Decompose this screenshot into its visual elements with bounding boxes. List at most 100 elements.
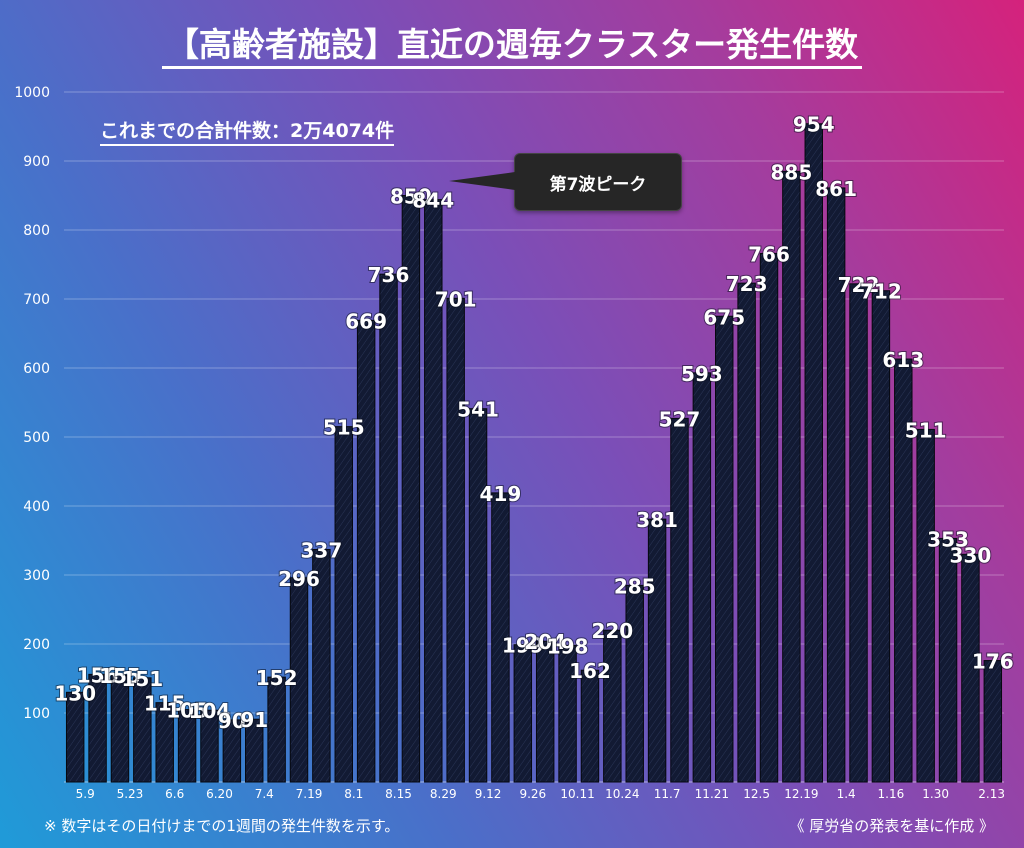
x-tick-label: 7.4	[255, 787, 274, 801]
bar	[603, 629, 622, 783]
bar	[133, 677, 152, 783]
data-label: 613	[882, 348, 924, 372]
y-tick-label: 500	[23, 430, 50, 446]
bar	[558, 644, 577, 783]
data-label: 90	[218, 709, 246, 733]
data-label: 844	[412, 189, 454, 213]
bar	[424, 199, 443, 783]
bars	[65, 123, 1003, 783]
bar	[513, 644, 533, 783]
bar	[200, 709, 219, 783]
data-label: 296	[278, 567, 320, 591]
x-tick-label: 9.12	[475, 787, 502, 801]
x-tick-label: 2.13	[978, 787, 1005, 801]
bar	[983, 660, 1003, 783]
y-tick-label: 900	[23, 154, 50, 170]
data-label: 885	[771, 160, 813, 184]
y-tick-label: 300	[23, 568, 50, 584]
data-label: 115	[144, 692, 186, 716]
data-label: 722	[838, 273, 880, 297]
data-label: 353	[927, 527, 969, 551]
data-label: 156	[77, 663, 119, 687]
x-tick-label: 8.1	[344, 787, 363, 801]
bar	[692, 372, 712, 783]
bar	[670, 417, 689, 783]
y-tick-label: 800	[23, 223, 50, 239]
x-tick-label: 8.15	[385, 787, 412, 801]
y-tick-label: 600	[23, 361, 50, 377]
data-label: 337	[301, 538, 343, 562]
bar	[961, 553, 980, 783]
data-label: 204	[524, 630, 566, 654]
bar	[715, 315, 734, 783]
bar	[737, 282, 756, 783]
data-label: 419	[480, 482, 522, 506]
bar	[356, 319, 376, 783]
data-label: 515	[323, 416, 365, 440]
source-note: 《 厚労省の発表を基に作成 》	[789, 817, 994, 835]
data-label: 723	[726, 272, 768, 296]
bar	[379, 273, 398, 783]
bar	[468, 408, 488, 783]
bar	[871, 290, 891, 783]
bar	[222, 719, 242, 783]
bar	[804, 123, 823, 783]
data-label: 766	[748, 242, 790, 266]
x-tick-label: 9.26	[519, 787, 546, 801]
bar	[938, 537, 958, 783]
bar	[916, 428, 935, 783]
data-label: 954	[793, 113, 835, 137]
x-axis-ticks: 5.9 5.23 6.6 6.20 7.4 7.19 8.1 8.15 8.29 9.12 9.26…	[76, 787, 1005, 801]
y-tick-label: 400	[23, 499, 50, 515]
x-tick-label: 11.7	[654, 787, 681, 801]
bar	[647, 518, 667, 783]
data-label: 669	[345, 309, 387, 333]
bar	[759, 252, 779, 783]
data-label: 220	[591, 619, 633, 643]
grid-lines	[64, 91, 1004, 783]
footnote: ※ 数字はその日付けまでの1週間の発生件数を示す。	[44, 817, 400, 835]
bar	[155, 702, 174, 783]
data-label: 736	[368, 263, 410, 287]
data-label: 151	[121, 667, 163, 691]
bar	[334, 426, 353, 783]
x-tick-label: 12.5	[743, 787, 770, 801]
data-label: 162	[569, 659, 611, 683]
data-label: 701	[435, 287, 477, 311]
bar	[289, 577, 309, 783]
data-label: 199	[502, 634, 544, 658]
y-axis-ticks: 100 200 300 400 500 600 700 800 900 1000	[14, 85, 50, 722]
data-label: 105	[166, 699, 208, 723]
data-label: 198	[547, 634, 589, 658]
data-label: 91	[240, 708, 268, 732]
x-tick-label: 11.21	[695, 787, 729, 801]
bar	[110, 674, 130, 783]
data-label: 527	[659, 407, 701, 431]
x-tick-label: 6.6	[165, 787, 184, 801]
bar	[245, 718, 264, 783]
x-tick-label: 8.29	[430, 787, 457, 801]
bar	[177, 709, 197, 783]
x-tick-label: 10.24	[605, 787, 639, 801]
bar	[826, 187, 846, 783]
data-label: 850	[390, 185, 432, 209]
data-label: 381	[636, 508, 678, 532]
y-tick-label: 100	[23, 706, 50, 722]
x-tick-label: 1.4	[837, 787, 856, 801]
bar	[446, 297, 465, 783]
bar	[894, 358, 913, 783]
wave7-peak-callout: 第7波ピーク	[449, 153, 682, 211]
data-label: 861	[815, 177, 857, 201]
bar	[65, 691, 85, 783]
x-tick-label: 10.11	[560, 787, 594, 801]
data-label: 285	[614, 574, 656, 598]
bar	[267, 676, 286, 783]
data-label: 541	[457, 398, 499, 422]
x-tick-label: 6.20	[206, 787, 233, 801]
data-label: 104	[189, 699, 231, 723]
data-label: 712	[860, 280, 902, 304]
chart-title: 【高齢者施設】直近の週毎クラスター発生件数	[0, 18, 1024, 69]
y-tick-label: 200	[23, 637, 50, 653]
bar	[401, 195, 421, 783]
